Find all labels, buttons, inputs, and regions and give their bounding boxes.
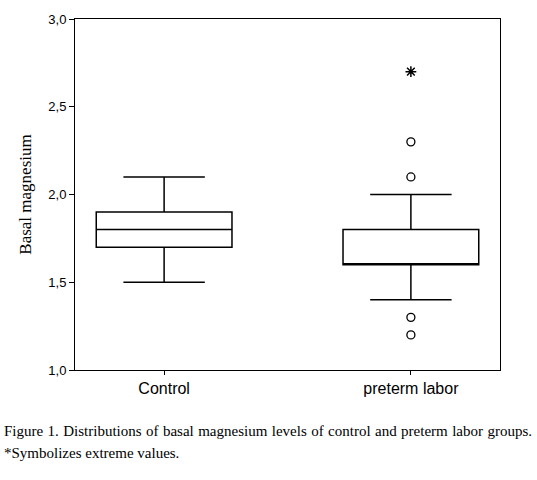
svg-text:2,0: 2,0 xyxy=(48,187,66,202)
svg-text:3,0: 3,0 xyxy=(48,12,66,27)
svg-text:2,5: 2,5 xyxy=(48,99,66,114)
svg-text:preterm labor: preterm labor xyxy=(363,380,459,397)
html-text:Figure 1. Distributions of bas: Figure 1. Distributions of basal magnesi… xyxy=(4,423,532,461)
svg-text:Control: Control xyxy=(138,380,190,397)
svg-text:Basal magnesium: Basal magnesium xyxy=(16,134,35,254)
svg-text:1,5: 1,5 xyxy=(48,275,66,290)
svg-text:1,0: 1,0 xyxy=(48,363,66,378)
